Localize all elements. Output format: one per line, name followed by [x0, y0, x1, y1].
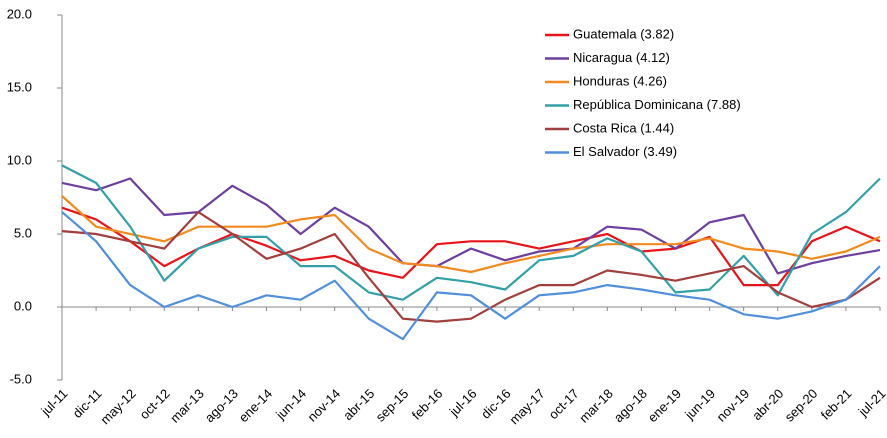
x-tick-label: nov-14 — [305, 386, 344, 425]
y-tick-label: -5.0 — [10, 371, 32, 386]
x-tick-label: jul-16 — [446, 386, 480, 420]
x-tick-label: feb-21 — [818, 386, 855, 423]
x-tick-label: jun-19 — [681, 386, 718, 423]
legend-label: Guatemala (3.82) — [573, 26, 674, 41]
x-tick-label: abr-20 — [749, 386, 786, 423]
legend-label: Nicaragua (4.12) — [573, 50, 670, 65]
x-tick-label: nov-19 — [714, 386, 753, 425]
x-tick-label: sep-15 — [373, 386, 412, 425]
legend-label: El Salvador (3.49) — [573, 144, 677, 159]
y-tick-label: 0.0 — [14, 298, 32, 313]
x-tick-label: may-17 — [506, 386, 547, 427]
x-tick-label: ago-13 — [202, 386, 241, 425]
x-tick-label: sep-20 — [782, 386, 821, 425]
series-line — [61, 211, 881, 341]
y-tick-label: 10.0 — [7, 152, 32, 167]
legend-label: República Dominicana (7.88) — [573, 97, 741, 112]
legend-label: Honduras (4.26) — [573, 73, 667, 88]
legend-label: Costa Rica (1.44) — [573, 120, 674, 135]
y-tick-label: 20.0 — [7, 6, 32, 21]
y-tick-label: 15.0 — [7, 79, 32, 94]
x-tick-label: jun-14 — [272, 386, 309, 423]
y-tick-label: 5.0 — [14, 225, 32, 240]
series-line — [61, 206, 881, 287]
x-tick-label: may-12 — [97, 386, 138, 427]
x-tick-label: feb-16 — [409, 386, 446, 423]
series-line — [61, 195, 881, 274]
x-tick-label: ene-14 — [236, 386, 275, 425]
x-tick-label: mar-13 — [167, 386, 207, 426]
x-tick-label: ago-18 — [611, 386, 650, 425]
series-line — [61, 211, 881, 323]
x-tick-label: jul-21 — [855, 386, 887, 420]
x-tick-label: mar-18 — [576, 386, 616, 426]
x-tick-label: abr-15 — [340, 386, 377, 423]
x-tick-label: jul-11 — [37, 386, 70, 419]
x-tick-label: ene-19 — [645, 386, 684, 425]
series-line — [61, 164, 881, 301]
